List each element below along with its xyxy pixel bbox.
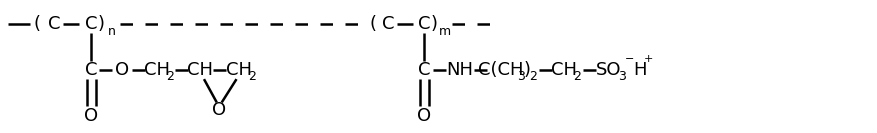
Text: 2: 2 [573,70,581,83]
Text: m: m [438,25,451,38]
Text: O: O [212,101,226,119]
Text: 2: 2 [167,70,175,83]
Text: C: C [85,15,97,33]
Text: C: C [85,61,97,80]
Text: n: n [108,25,116,38]
Text: −: − [624,54,633,64]
Text: +: + [643,54,652,64]
Text: O: O [115,61,129,80]
Text: C: C [417,15,430,33]
Text: C: C [47,15,61,33]
Text: 3: 3 [517,70,524,83]
Text: CH: CH [187,61,213,80]
Text: C: C [417,61,430,80]
Text: C(CH: C(CH [478,61,524,80]
Text: SO: SO [595,61,621,80]
Text: O: O [84,107,98,125]
Text: ): ) [430,15,437,33]
Text: 3: 3 [618,70,625,83]
Text: H: H [632,61,646,80]
Text: 2: 2 [248,70,256,83]
Text: ): ) [97,15,104,33]
Text: CH: CH [551,61,576,80]
Text: O: O [417,107,431,125]
Text: (: ( [369,15,376,33]
Text: 2: 2 [529,70,537,83]
Text: (: ( [33,15,40,33]
Text: ): ) [523,61,530,80]
Text: CH: CH [225,61,251,80]
Text: C: C [381,15,394,33]
Text: CH: CH [144,61,170,80]
Text: NH: NH [446,61,473,80]
